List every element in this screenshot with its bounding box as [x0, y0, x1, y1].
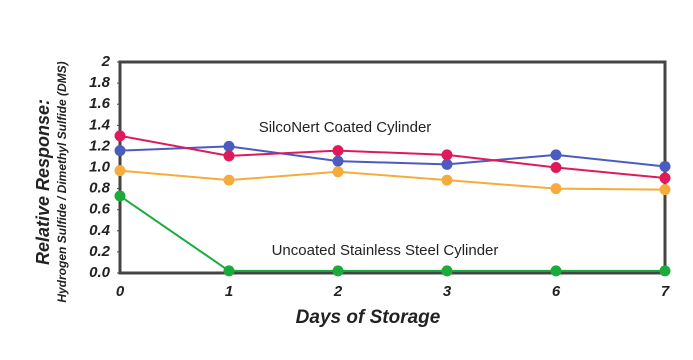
data-point	[441, 265, 453, 277]
data-point	[550, 149, 562, 161]
data-point	[223, 265, 235, 277]
data-point	[332, 155, 344, 167]
y-tick-label: 0.8	[89, 180, 111, 197]
annotation: Uncoated Stainless Steel Cylinder	[272, 242, 499, 259]
data-point	[332, 265, 344, 277]
y-tick-label: 1.8	[89, 74, 111, 91]
data-point	[114, 145, 126, 157]
y-tick-label: 2	[101, 53, 111, 70]
x-tick-label: 0	[116, 283, 125, 300]
data-point	[332, 166, 344, 178]
y-tick-label: 1.4	[89, 116, 111, 133]
annotation: SilcoNert Coated Cylinder	[259, 119, 432, 136]
data-point	[441, 149, 453, 161]
data-point	[550, 162, 562, 173]
x-tick-label: 7	[661, 283, 670, 300]
series-line	[119, 169, 666, 191]
data-point	[659, 184, 671, 196]
data-point	[223, 150, 235, 162]
series-line	[119, 195, 665, 272]
data-point	[659, 172, 671, 184]
series-line	[119, 145, 666, 168]
data-point	[441, 174, 453, 186]
data-point	[550, 183, 562, 195]
y-tick-label: 0.6	[89, 201, 111, 218]
y-tick-label: 1.6	[89, 95, 111, 112]
x-tick-label: 6	[552, 283, 561, 300]
data-point	[441, 158, 453, 170]
data-point	[332, 145, 344, 157]
x-axis-title: Days of Storage	[296, 307, 441, 328]
x-tick-label: 2	[333, 283, 343, 300]
data-point	[114, 190, 126, 202]
data-point	[114, 130, 126, 142]
y-axis-title: Relative Response:	[33, 99, 53, 265]
data-point	[659, 160, 671, 172]
y-tick-label: 0.0	[89, 264, 111, 281]
data-point	[659, 265, 671, 277]
y-axis-subtitle: Hydrogen Sulfide / Dimethyl Sulfide (DMS…	[55, 61, 69, 302]
y-tick-label: 0.2	[89, 243, 111, 260]
data-point	[550, 265, 562, 277]
series-line	[119, 134, 666, 180]
y-tick-label: 1.0	[89, 158, 111, 175]
y-tick-label: 0.4	[89, 222, 111, 239]
data-point	[223, 140, 235, 152]
data-point	[114, 165, 126, 177]
data-point	[223, 174, 235, 186]
y-tick-label: 1.2	[89, 137, 111, 154]
x-tick-label: 1	[225, 283, 233, 300]
x-tick-label: 3	[443, 283, 452, 300]
